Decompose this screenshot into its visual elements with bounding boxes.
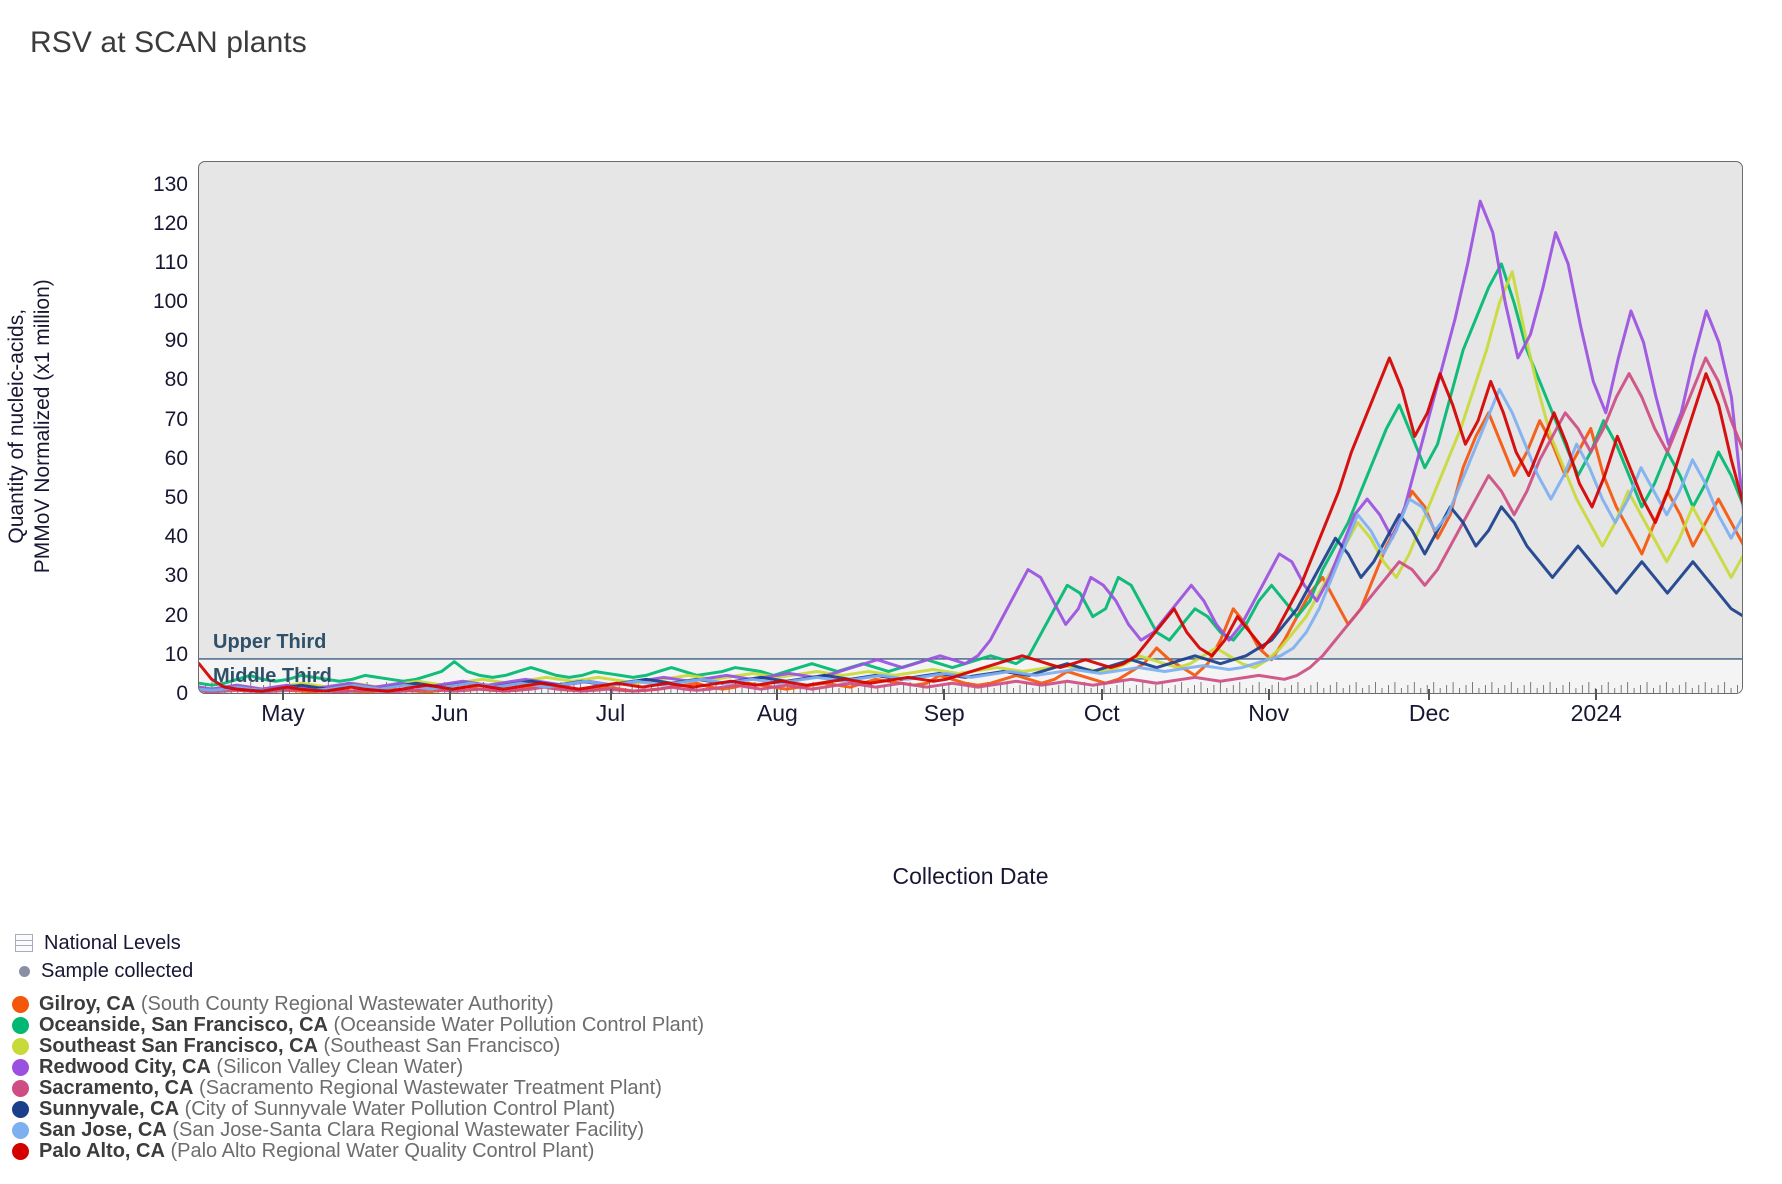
x-tick-mark bbox=[448, 689, 451, 700]
legend-meta-label: Sample collected bbox=[41, 959, 194, 982]
legend-plant-name: Oceanside, San Francisco, CA bbox=[39, 1014, 328, 1036]
legend-item-label: Palo Alto, CA (Palo Alto Regional Water … bbox=[39, 1140, 594, 1163]
x-tick-mark bbox=[281, 689, 284, 700]
legend-item[interactable]: Oceanside, San Francisco, CA (Oceanside … bbox=[8, 1014, 1208, 1037]
x-tick-mark bbox=[1100, 689, 1103, 700]
x-tick-mark bbox=[1428, 689, 1431, 700]
legend-facility-name: (Silicon Valley Clean Water) bbox=[210, 1056, 464, 1078]
legend-facility-name: (Palo Alto Regional Water Quality Contro… bbox=[164, 1140, 595, 1162]
legend-item-label: Redwood City, CA (Silicon Valley Clean W… bbox=[39, 1056, 463, 1079]
legend-series-group: Gilroy, CA (South County Regional Wastew… bbox=[8, 993, 1208, 1163]
y-tick-label: 30 bbox=[164, 564, 188, 588]
series-canvas bbox=[199, 199, 1743, 693]
y-tick-label: 90 bbox=[164, 329, 188, 353]
legend-item[interactable]: San Jose, CA (San Jose-Santa Clara Regio… bbox=[8, 1119, 1208, 1142]
legend-meta-row: Sample collected bbox=[8, 958, 1208, 984]
x-tick-label: Jul bbox=[595, 700, 626, 726]
y-axis-title-line1: Quantity of nucleic-acids, bbox=[4, 308, 28, 544]
legend-facility-name: (Southeast San Francisco) bbox=[317, 1035, 561, 1057]
legend-item-label: Gilroy, CA (South County Regional Wastew… bbox=[39, 993, 554, 1016]
y-tick-label: 20 bbox=[164, 603, 188, 627]
plot-area[interactable]: Upper Third Middle Third bbox=[198, 161, 1743, 694]
x-tick-mark bbox=[1595, 689, 1598, 700]
legend-item[interactable]: Southeast San Francisco, CA (Southeast S… bbox=[8, 1035, 1208, 1058]
legend-plant-name: San Jose, CA bbox=[39, 1119, 167, 1141]
legend-plant-name: Palo Alto, CA bbox=[39, 1140, 165, 1162]
legend-item[interactable]: Sacramento, CA (Sacramento Regional Wast… bbox=[8, 1077, 1208, 1100]
y-tick-label: 50 bbox=[164, 486, 188, 510]
legend-plant-name: Redwood City, CA bbox=[39, 1056, 211, 1078]
x-tick-label: 2024 bbox=[1570, 700, 1622, 726]
legend-item-label: Southeast San Francisco, CA (Southeast S… bbox=[39, 1035, 560, 1058]
series-line[interactable] bbox=[199, 262, 1743, 687]
legend-facility-name: (Oceanside Water Pollution Control Plant… bbox=[328, 1014, 705, 1036]
x-tick-mark bbox=[943, 689, 946, 700]
legend-item[interactable]: Redwood City, CA (Silicon Valley Clean W… bbox=[8, 1056, 1208, 1079]
x-tick-label: Nov bbox=[1248, 700, 1290, 726]
y-tick-label: 40 bbox=[164, 525, 188, 549]
legend-facility-name: (San Jose-Santa Clara Regional Wastewate… bbox=[166, 1119, 645, 1141]
y-axis-title: Quantity of nucleic-acids, PMMoV Normali… bbox=[4, 166, 57, 686]
legend-plant-name: Sacramento, CA bbox=[39, 1077, 194, 1099]
y-tick-label: 70 bbox=[164, 407, 188, 431]
upper-third-label: Upper Third bbox=[213, 630, 327, 653]
x-tick-mark bbox=[776, 689, 779, 700]
x-tick-label: Aug bbox=[756, 700, 798, 726]
series-line[interactable] bbox=[199, 356, 1743, 693]
legend-color-dot bbox=[12, 996, 29, 1013]
series-line[interactable] bbox=[199, 411, 1743, 693]
legend-color-dot bbox=[12, 1101, 29, 1118]
x-axis-ticks: May Jun Jul Aug Sep Oct Nov Dec 2024 bbox=[198, 689, 1743, 740]
legend-meta-label: National Levels bbox=[44, 931, 181, 954]
legend: National Levels Sample collected Gilroy, … bbox=[8, 930, 1208, 1162]
legend-item[interactable]: Palo Alto, CA (Palo Alto Regional Water … bbox=[8, 1140, 1208, 1163]
y-tick-label: 0 bbox=[176, 682, 188, 705]
y-tick-label: 10 bbox=[164, 642, 188, 666]
legend-color-dot bbox=[12, 1143, 29, 1160]
legend-meta-row: National Levels bbox=[8, 930, 1208, 956]
legend-item-label: Sunnyvale, CA (City of Sunnyvale Water P… bbox=[39, 1098, 615, 1121]
y-tick-label: 120 bbox=[152, 211, 188, 235]
y-tick-label: 130 bbox=[152, 172, 188, 196]
x-tick-mark bbox=[609, 689, 612, 700]
page-title: RSV at SCAN plants bbox=[30, 26, 307, 59]
legend-plant-name: Sunnyvale, CA bbox=[39, 1098, 180, 1120]
legend-facility-name: (Sacramento Regional Wastewater Treatmen… bbox=[193, 1077, 662, 1099]
legend-color-dot bbox=[12, 1080, 29, 1097]
series-line[interactable] bbox=[199, 356, 1743, 693]
y-axis-ticks: 0 10 20 30 40 50 60 70 80 90 100 110 120 130 bbox=[100, 161, 188, 706]
legend-facility-name: (South County Regional Wastewater Author… bbox=[135, 993, 554, 1015]
legend-meta-group: National Levels Sample collected bbox=[8, 930, 1208, 984]
legend-item[interactable]: Sunnyvale, CA (City of Sunnyvale Water P… bbox=[8, 1098, 1208, 1121]
x-tick-label: Dec bbox=[1408, 700, 1450, 726]
x-tick-label: Oct bbox=[1083, 700, 1120, 726]
x-tick-label: Jun bbox=[431, 700, 469, 726]
y-tick-label: 60 bbox=[164, 446, 188, 470]
legend-item-label: Oceanside, San Francisco, CA (Oceanside … bbox=[39, 1014, 704, 1037]
gray-dot-icon bbox=[19, 965, 30, 977]
x-tick-label: Sep bbox=[923, 700, 965, 726]
legend-color-dot bbox=[12, 1059, 29, 1076]
series-line[interactable] bbox=[199, 387, 1743, 692]
legend-item-label: San Jose, CA (San Jose-Santa Clara Regio… bbox=[39, 1119, 644, 1142]
legend-item-label: Sacramento, CA (Sacramento Regional Wast… bbox=[39, 1077, 662, 1100]
legend-color-dot bbox=[12, 1122, 29, 1139]
y-axis-title-line2: PMMoV Normalized (x1 million) bbox=[31, 279, 54, 574]
legend-facility-name: (City of Sunnyvale Water Pollution Contr… bbox=[179, 1098, 616, 1120]
y-tick-label: 100 bbox=[152, 290, 188, 314]
y-tick-label: 110 bbox=[154, 250, 188, 274]
striped-band-icon bbox=[15, 934, 33, 952]
x-axis-title: Collection Date bbox=[892, 863, 1049, 889]
legend-plant-name: Southeast San Francisco, CA bbox=[39, 1035, 318, 1057]
legend-color-dot bbox=[12, 1038, 29, 1055]
x-tick-label: May bbox=[261, 700, 305, 726]
legend-item[interactable]: Gilroy, CA (South County Regional Wastew… bbox=[8, 993, 1208, 1016]
legend-plant-name: Gilroy, CA bbox=[39, 993, 136, 1015]
x-tick-mark bbox=[1267, 689, 1270, 700]
y-tick-label: 80 bbox=[164, 368, 188, 392]
middle-third-label: Middle Third bbox=[213, 664, 332, 687]
series-line[interactable] bbox=[199, 199, 1743, 691]
legend-color-dot bbox=[12, 1017, 29, 1034]
